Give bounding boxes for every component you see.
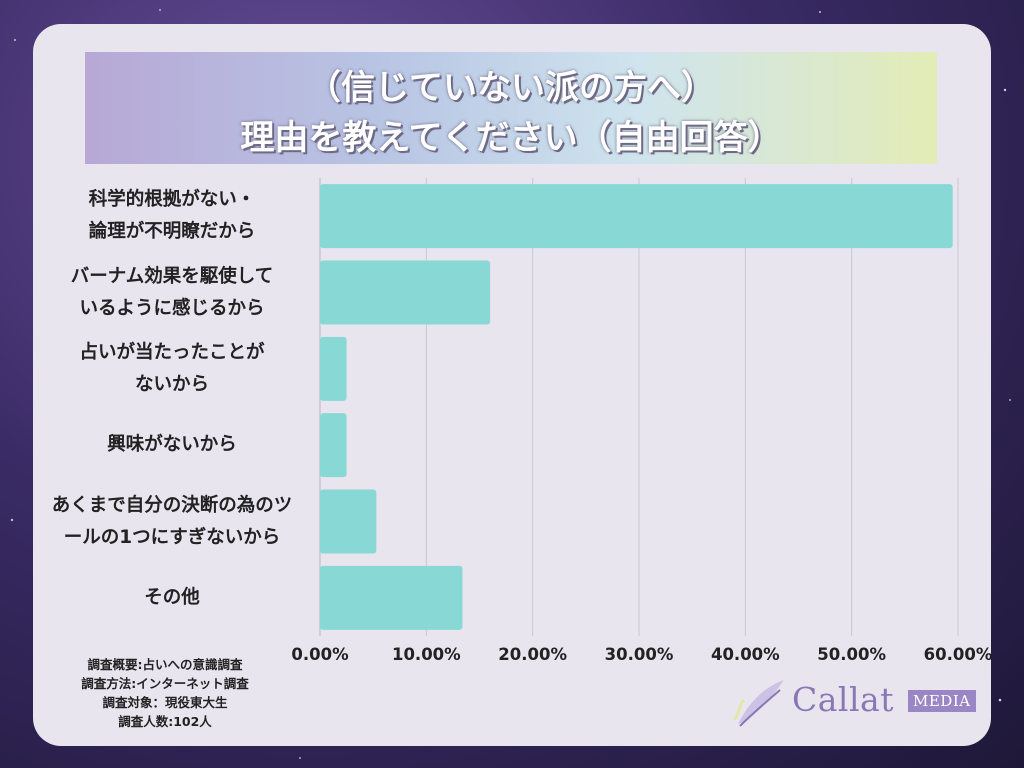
category-label: バーナム効果を駆使して いるように感じるから [37,261,307,325]
category-label-line: 論理が不明瞭だから [88,221,256,243]
x-tick-label: 60.00% [923,645,993,664]
category-label: 科学的根拠がない・ 論理が不明瞭だから [37,184,307,248]
category-label: 占いが当たったことが ないから [37,337,307,401]
logo-badge: MEDIA [908,690,976,712]
bar [320,184,953,249]
logo-text: Callat [792,680,894,719]
category-label: 興味がないから [37,429,307,461]
x-tick-label: 50.00% [817,645,887,664]
title-line-1: （信じていない派の方へ） [307,68,715,108]
category-label-line: その他 [144,586,200,608]
category-label-line: 興味がないから [107,434,237,456]
bar [320,260,491,325]
category-label: その他 [37,582,307,614]
category-label-line: バーナム効果を駆使して [70,265,274,287]
bar [320,413,347,478]
survey-notes: 調査概要:占いへの意識調査 調査方法:インターネット調査 調査対象：現役東大生 … [0,655,330,731]
title-line-2: 理由を教えてください（自由回答） [240,118,782,158]
feather-icon [732,680,784,727]
category-label-line: いるように感じるから [79,297,265,319]
bar [320,565,463,630]
category-label-line: 科学的根拠がない・ [88,189,256,211]
survey-note: 調査方法:インターネット調査 [81,676,249,691]
category-label: あくまで自分の決断の為のツ ールの1つにすぎないから [37,490,307,554]
bar [320,336,347,401]
x-tick-label: 40.00% [710,645,780,664]
x-tick-label: 0.00% [291,645,349,664]
survey-note: 調査対象：現役東大生 [102,695,228,710]
category-label-line: 占いが当たったことが [79,341,265,363]
category-label-line: ないから [134,373,209,395]
x-tick-label: 10.00% [391,645,461,664]
title-banner: （信じていない派の方へ） 理由を教えてください（自由回答） [85,52,937,164]
x-tick-label: 30.00% [604,645,674,664]
callat-media-logo: Callat MEDIA [730,672,980,732]
survey-note: 調査人数:102人 [118,714,212,729]
category-label-line: ールの1つにすぎないから [63,526,281,548]
category-label-line: あくまで自分の決断の為のツ [51,494,293,516]
x-tick-label: 20.00% [498,645,568,664]
bar [320,489,377,554]
survey-note: 調査概要:占いへの意識調査 [87,657,243,672]
